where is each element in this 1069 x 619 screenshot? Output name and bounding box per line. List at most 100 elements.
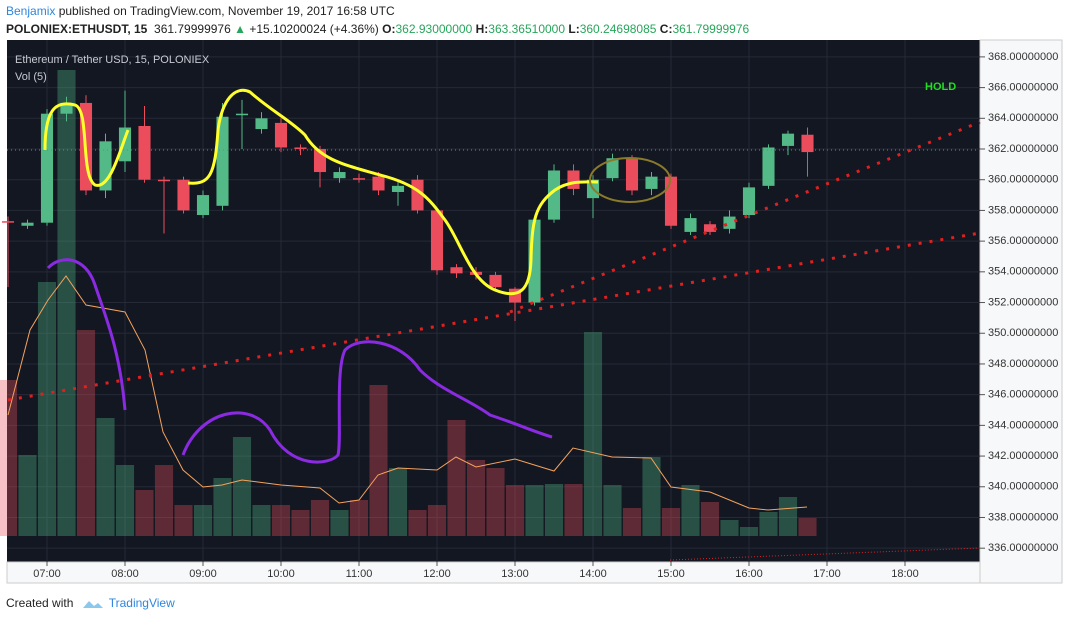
x-tick-label: 14:00	[579, 568, 607, 580]
volume-bar	[486, 468, 505, 536]
candle-body	[801, 134, 814, 153]
volume-bar	[798, 518, 817, 536]
o: 362.93000000	[395, 22, 473, 36]
l: 360.24698085	[579, 22, 657, 36]
volume-label: Vol (5)	[15, 71, 47, 83]
volume-bar	[37, 282, 57, 536]
volume-bar	[291, 510, 310, 536]
arrow: ▲	[234, 22, 247, 36]
y-tick-label: 350.00000000	[988, 327, 1058, 339]
footer: Created with TradingView	[6, 596, 175, 610]
candle-body	[274, 122, 288, 148]
volume-bar	[427, 505, 447, 536]
volume-bar	[564, 484, 583, 536]
candle-body	[703, 224, 717, 232]
h: 363.36510000	[488, 22, 566, 36]
volume-bar	[447, 420, 466, 536]
candle-body	[625, 158, 639, 191]
candle-body	[684, 218, 697, 232]
candle-body	[118, 127, 132, 162]
candle-body	[352, 178, 366, 180]
last: 361.79999976	[154, 22, 231, 36]
y-tick-label: 362.00000000	[988, 143, 1058, 155]
candle-body	[294, 147, 307, 150]
price-axis-bg	[979, 39, 1063, 584]
candle-body	[567, 170, 580, 189]
volume-ma	[7, 275, 808, 511]
volume-bar	[778, 497, 798, 536]
drawing	[46, 258, 127, 411]
x-tick-label: 17:00	[813, 568, 841, 580]
x-tick-label: 18:00	[891, 568, 919, 580]
volume-bar	[252, 505, 271, 536]
candle-body	[333, 172, 346, 179]
volume-bar	[661, 508, 681, 536]
volume-bar	[544, 484, 564, 536]
y-tick-label: 336.00000000	[988, 542, 1058, 554]
candle-body	[781, 133, 795, 146]
x-tick-label: 08:00	[111, 568, 139, 580]
candle-body	[547, 170, 561, 220]
candle-body	[372, 176, 385, 191]
annotation: HOLD	[925, 81, 956, 93]
volume-bar	[0, 380, 18, 536]
logo	[82, 600, 103, 608]
y-tick-label: 342.00000000	[988, 450, 1058, 462]
volume-bar	[681, 485, 700, 536]
created: Created with	[6, 596, 74, 610]
candle-body	[606, 158, 619, 179]
volume-bar	[739, 527, 759, 536]
candle-body	[60, 102, 73, 114]
y-tick-label: 348.00000000	[988, 358, 1058, 370]
x-tick-label: 10:00	[267, 568, 295, 580]
candle-body	[742, 187, 756, 216]
o-label: O:	[382, 22, 396, 36]
volume-bar	[603, 485, 622, 536]
volume-bar	[76, 330, 96, 536]
volume-bar	[271, 505, 291, 536]
y-tick-label: 340.00000000	[988, 481, 1058, 493]
volume-bar	[720, 520, 739, 536]
x-tick-label: 12:00	[423, 568, 451, 580]
candle-body	[430, 210, 444, 271]
drawing	[187, 88, 599, 296]
plot-bg	[7, 40, 980, 583]
volume-bar	[213, 478, 232, 536]
candle-body	[1, 221, 15, 223]
y-tick-label: 356.00000000	[988, 235, 1058, 247]
drawing	[181, 340, 553, 464]
volume-bar	[115, 465, 135, 536]
candle-body	[216, 116, 229, 206]
volume-bar	[700, 502, 720, 536]
ohlc-line: POLONIEX:ETHUSDT, 15 361.79999976 ▲ +15.…	[6, 22, 749, 36]
y-tick-label: 354.00000000	[988, 266, 1058, 278]
chart-title: Ethereum / Tether USD, 15, POLONIEX	[15, 54, 210, 66]
candle-body	[235, 113, 249, 116]
y-tick-label: 358.00000000	[988, 204, 1058, 216]
volume-bar	[310, 500, 330, 536]
volume-bar	[388, 468, 408, 536]
published: published on TradingView.com, November 1…	[58, 4, 395, 18]
volume-bar	[349, 500, 369, 536]
x-tick-label: 16:00	[735, 568, 763, 580]
author[interactable]: Benjamix	[6, 4, 56, 18]
candle-body	[138, 125, 151, 180]
x-tick-label: 11:00	[346, 568, 373, 580]
change: +15.10200024 (+4.36%)	[249, 22, 379, 36]
x-tick-label: 07:00	[33, 568, 61, 580]
volume-bar	[174, 505, 193, 536]
volume-bar	[505, 485, 525, 536]
y-tick-label: 352.00000000	[988, 296, 1058, 308]
candle-body	[255, 118, 268, 130]
x-tick-label: 15:00	[657, 568, 685, 580]
c-label: C:	[659, 22, 673, 36]
candle-body	[645, 176, 658, 189]
brand[interactable]: TradingView	[108, 596, 175, 610]
y-tick-label: 360.00000000	[988, 174, 1058, 186]
y-tick-label: 344.00000000	[988, 419, 1058, 431]
candle-body	[450, 267, 463, 274]
h-label: H:	[475, 22, 489, 36]
candle-body	[489, 274, 502, 288]
